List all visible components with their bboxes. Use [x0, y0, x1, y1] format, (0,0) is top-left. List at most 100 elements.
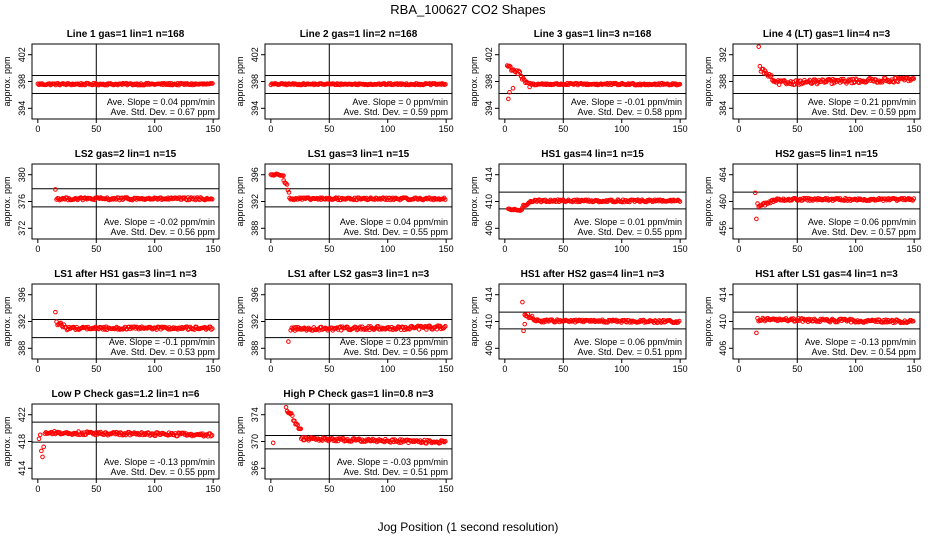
y-tick-label: 414	[718, 287, 728, 302]
data-point	[911, 76, 917, 81]
data-point	[443, 81, 448, 87]
data-point	[209, 196, 215, 202]
stddev-annotation: Ave. Std. Dev. = 0.59 ppm	[812, 107, 916, 117]
x-tick-label: 0	[736, 124, 741, 134]
x-tick-label: 0	[502, 244, 507, 254]
data-point	[508, 64, 513, 69]
stddev-annotation: Ave. Std. Dev. = 0.59 ppm	[344, 107, 448, 117]
panel-title: LS1 after HS1 gas=3 lin=1 n=3	[54, 269, 197, 280]
y-axis-label: approx. ppm	[235, 56, 245, 106]
data-point	[510, 85, 516, 91]
panel-3: Line 3 gas=1 lin=3 n=168 0 50 100 150 394 398 4…	[469, 29, 688, 134]
data-point	[89, 430, 95, 436]
data-point	[516, 68, 522, 74]
data-point	[677, 81, 683, 87]
stddev-annotation: Ave. Std. Dev. = 0.58 ppm	[578, 107, 682, 117]
data-point	[40, 454, 45, 460]
slope-annotation: Ave. Slope = 0.06 ppm/min	[808, 217, 916, 227]
data-point	[911, 196, 917, 201]
data-point	[677, 199, 683, 204]
y-tick-label: 370	[250, 434, 260, 449]
data-point	[776, 82, 782, 87]
data-point	[424, 327, 429, 332]
data-points	[36, 428, 215, 460]
stddev-annotation: Ave. Std. Dev. = 0.56 ppm	[111, 227, 215, 237]
data-point	[507, 89, 512, 95]
panel-9: LS1 after HS1 gas=3 lin=1 n=3 0 50 100 150 38…	[2, 269, 221, 374]
data-point	[752, 190, 758, 196]
x-tick-label: 100	[147, 364, 162, 374]
data-points	[268, 171, 448, 203]
data-points	[756, 44, 917, 87]
y-tick-label: 414	[17, 461, 27, 476]
data-point	[210, 81, 215, 86]
y-tick-label: 460	[718, 194, 728, 209]
panel-title: High P Check gas=1 lin=0.8 n=3	[283, 389, 434, 400]
data-point	[882, 319, 888, 325]
x-tick-label: 150	[673, 124, 688, 134]
data-point	[867, 75, 872, 81]
data-point	[754, 330, 759, 336]
x-tick-label: 0	[35, 484, 40, 494]
y-tick-label: 410	[484, 314, 494, 329]
slope-annotation: Ave. Slope = -0.1 ppm/min	[109, 337, 215, 347]
data-point	[333, 438, 339, 444]
y-tick-label: 418	[17, 434, 27, 449]
panel-5: LS2 gas=2 lin=1 n=15 0 50 100 150 372 376 380 ap…	[2, 149, 221, 254]
x-tick-label: 0	[268, 244, 273, 254]
x-tick-label: 0	[502, 364, 507, 374]
data-points	[520, 299, 682, 334]
y-tick-label: 366	[250, 461, 260, 476]
slope-annotation: Ave. Slope = -0.02 ppm/min	[104, 217, 215, 227]
y-axis-label: approx. ppm	[235, 176, 245, 226]
x-tick-label: 150	[206, 244, 221, 254]
x-tick-label: 150	[206, 484, 221, 494]
data-point	[270, 440, 276, 446]
x-tick-label: 50	[792, 244, 802, 254]
x-tick-label: 50	[324, 484, 334, 494]
panel-title: Line 3 gas=1 lin=3 n=168	[534, 29, 652, 40]
x-tick-label: 150	[206, 364, 221, 374]
y-tick-label: 376	[17, 194, 27, 209]
data-point	[290, 413, 295, 418]
x-tick-label: 100	[380, 364, 395, 374]
y-axis-label: approx. ppm	[235, 416, 245, 466]
data-point	[357, 324, 363, 330]
slope-annotation: Ave. Slope = 0 ppm/min	[352, 97, 448, 107]
y-tick-label: 392	[17, 314, 27, 329]
panel-title: HS1 after LS1 gas=4 lin=1 n=3	[755, 269, 898, 280]
data-point	[829, 81, 835, 86]
y-tick-label: 380	[17, 167, 27, 182]
x-tick-label: 50	[558, 244, 568, 254]
data-point	[283, 181, 289, 186]
data-point	[101, 324, 107, 330]
x-tick-label: 150	[439, 124, 454, 134]
x-tick-label: 150	[907, 364, 922, 374]
x-tick-label: 50	[91, 244, 101, 254]
x-axis-label: Jog Position (1 second resolution)	[378, 520, 559, 534]
slope-annotation: Ave. Slope = 0.23 ppm/min	[340, 337, 448, 347]
data-point	[676, 198, 682, 203]
x-tick-label: 0	[268, 364, 273, 374]
panel-4: Line 4 (LT) gas=1 lin=4 n=3 0 50 100 150 384 3…	[703, 29, 922, 134]
data-point	[853, 76, 859, 82]
data-point	[37, 432, 43, 438]
data-point	[286, 190, 292, 195]
y-tick-label: 398	[484, 74, 494, 89]
data-points	[53, 309, 215, 333]
x-tick-label: 100	[147, 244, 162, 254]
data-point	[285, 187, 291, 193]
y-tick-label: 396	[250, 167, 260, 182]
data-point	[851, 80, 857, 86]
y-tick-label: 394	[17, 101, 27, 116]
y-tick-label: 388	[250, 221, 260, 236]
x-tick-label: 100	[848, 244, 863, 254]
data-point	[443, 438, 448, 444]
x-tick-label: 100	[380, 124, 395, 134]
data-point	[64, 195, 70, 201]
panel-1: Line 1 gas=1 lin=1 n=168 0 50 100 150 394 398 4…	[2, 29, 221, 134]
x-tick-label: 50	[324, 124, 334, 134]
x-tick-label: 50	[324, 364, 334, 374]
stddev-annotation: Ave. Std. Dev. = 0.55 ppm	[344, 227, 448, 237]
data-point	[53, 187, 58, 192]
